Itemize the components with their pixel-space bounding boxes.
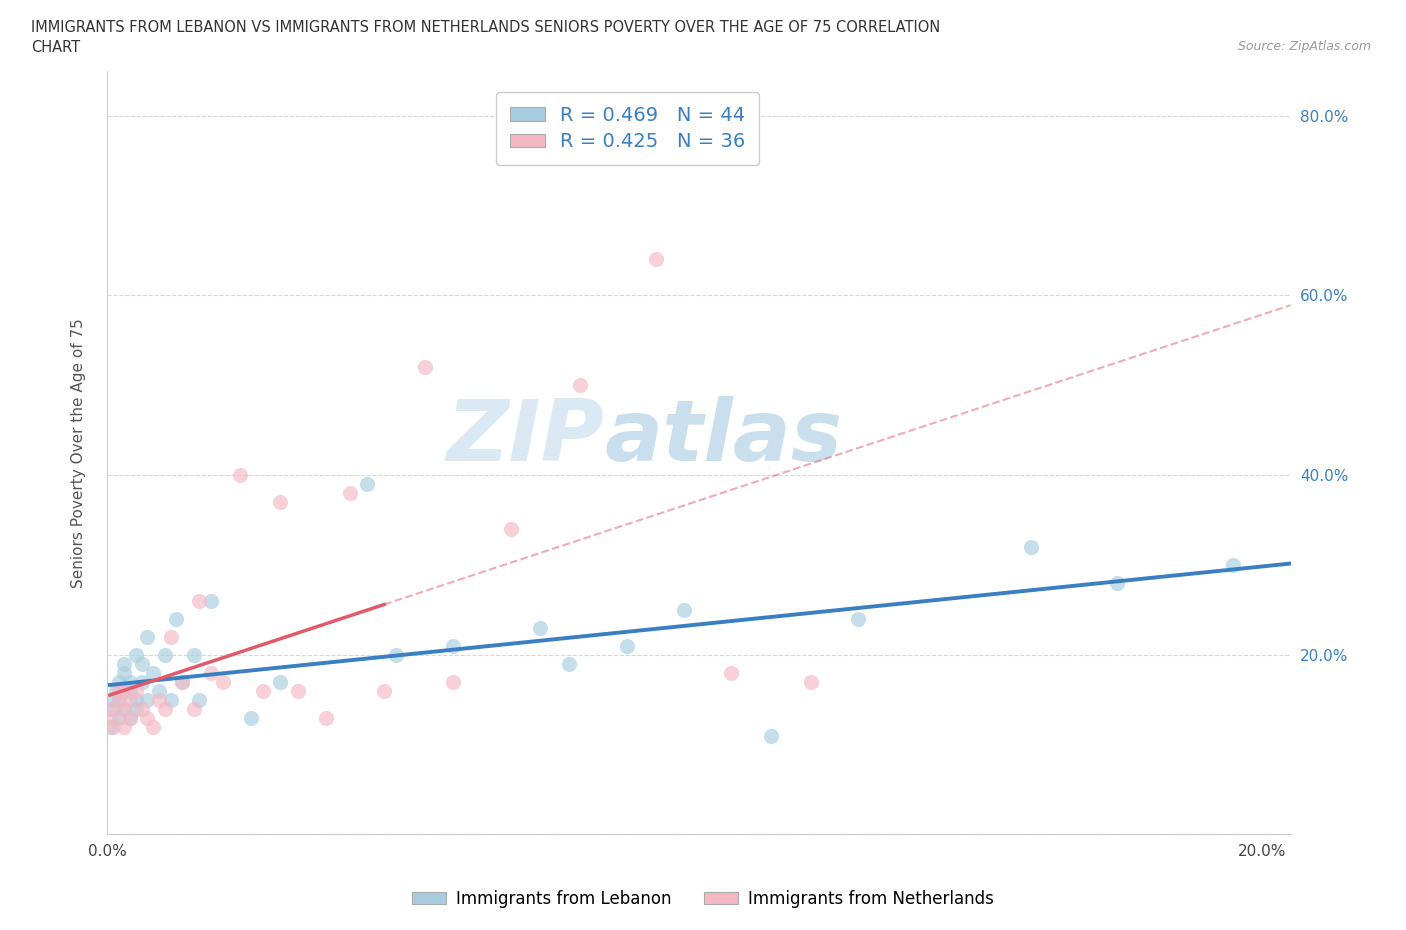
Point xyxy=(101,719,124,734)
Y-axis label: Seniors Poverty Over the Age of 75: Seniors Poverty Over the Age of 75 xyxy=(72,318,86,588)
Point xyxy=(172,674,194,689)
Point xyxy=(101,692,124,707)
Point xyxy=(1019,539,1042,554)
Point xyxy=(413,360,436,375)
Point xyxy=(112,684,135,698)
Point xyxy=(112,657,135,671)
Point xyxy=(183,701,205,716)
Point xyxy=(112,719,135,734)
Point xyxy=(616,638,638,653)
Point xyxy=(136,711,159,725)
Point xyxy=(104,684,127,698)
Point xyxy=(673,603,696,618)
Point xyxy=(120,711,142,725)
Point xyxy=(153,647,176,662)
Point xyxy=(131,657,153,671)
Point xyxy=(1222,557,1244,572)
Point xyxy=(120,674,142,689)
Point xyxy=(125,647,148,662)
Point xyxy=(200,665,222,680)
Point xyxy=(101,711,124,725)
Point xyxy=(153,701,176,716)
Text: ZIP: ZIP xyxy=(447,396,605,479)
Legend: Immigrants from Lebanon, Immigrants from Netherlands: Immigrants from Lebanon, Immigrants from… xyxy=(406,883,1000,914)
Point xyxy=(339,485,361,500)
Point xyxy=(188,692,211,707)
Point xyxy=(165,611,187,626)
Point xyxy=(287,684,309,698)
Point xyxy=(211,674,233,689)
Point xyxy=(148,692,170,707)
Text: atlas: atlas xyxy=(605,396,842,479)
Point xyxy=(136,630,159,644)
Point xyxy=(120,692,142,707)
Point xyxy=(172,674,194,689)
Point xyxy=(107,692,129,707)
Point xyxy=(846,611,869,626)
Point xyxy=(443,638,465,653)
Point xyxy=(529,620,551,635)
Point xyxy=(112,701,135,716)
Point xyxy=(125,684,148,698)
Point xyxy=(183,647,205,662)
Point xyxy=(112,665,135,680)
Point xyxy=(107,692,129,707)
Legend: R = 0.469   N = 44, R = 0.425   N = 36: R = 0.469 N = 44, R = 0.425 N = 36 xyxy=(496,92,759,165)
Point xyxy=(107,684,129,698)
Point xyxy=(269,495,291,510)
Point xyxy=(1107,576,1129,591)
Point xyxy=(136,692,159,707)
Point xyxy=(112,701,135,716)
Point xyxy=(229,468,252,483)
Point xyxy=(131,674,153,689)
Point xyxy=(148,684,170,698)
Text: IMMIGRANTS FROM LEBANON VS IMMIGRANTS FROM NETHERLANDS SENIORS POVERTY OVER THE : IMMIGRANTS FROM LEBANON VS IMMIGRANTS FR… xyxy=(31,20,941,35)
Point xyxy=(315,711,337,725)
Point xyxy=(356,477,378,492)
Point xyxy=(131,701,153,716)
Point xyxy=(269,674,291,689)
Text: Source: ZipAtlas.com: Source: ZipAtlas.com xyxy=(1237,40,1371,53)
Point xyxy=(569,378,592,392)
Point xyxy=(120,711,142,725)
Point xyxy=(107,711,129,725)
Point xyxy=(240,711,263,725)
Point xyxy=(159,630,181,644)
Point xyxy=(373,684,395,698)
Point xyxy=(107,674,129,689)
Point xyxy=(558,657,581,671)
Point xyxy=(101,701,124,716)
Point xyxy=(112,684,135,698)
Point xyxy=(142,665,165,680)
Point xyxy=(98,701,121,716)
Text: CHART: CHART xyxy=(31,40,80,55)
Point xyxy=(188,593,211,608)
Point xyxy=(759,728,782,743)
Point xyxy=(501,522,523,537)
Point xyxy=(800,674,823,689)
Point xyxy=(125,701,148,716)
Point xyxy=(159,692,181,707)
Point xyxy=(200,593,222,608)
Point xyxy=(644,252,666,267)
Point xyxy=(98,719,121,734)
Point xyxy=(384,647,406,662)
Point xyxy=(720,665,742,680)
Point xyxy=(125,692,148,707)
Point xyxy=(252,684,274,698)
Point xyxy=(120,684,142,698)
Point xyxy=(142,719,165,734)
Point xyxy=(443,674,465,689)
